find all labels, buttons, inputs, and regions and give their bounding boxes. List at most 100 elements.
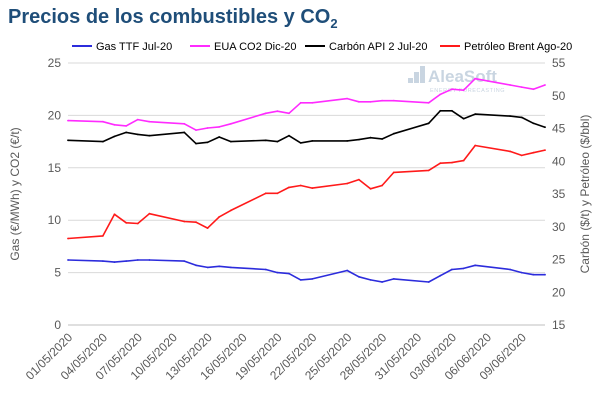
data-point <box>509 268 511 271</box>
legend: Gas TTF Jul-20 EUA CO2 Dic-20 Carbón API 2… <box>72 41 572 53</box>
legend-label: Gas TTF Jul-20 <box>96 41 172 53</box>
data-point <box>125 131 128 134</box>
data-point <box>148 259 151 261</box>
data-point <box>276 192 279 195</box>
data-point <box>544 149 546 152</box>
data-point <box>230 140 232 143</box>
data-point <box>520 271 523 274</box>
data-point <box>509 84 511 86</box>
data-point <box>439 162 442 165</box>
data-point <box>381 184 383 187</box>
data-point <box>544 273 546 276</box>
data-point <box>113 123 116 126</box>
data-point <box>288 134 290 137</box>
chart-title-subscript: 2 <box>330 16 338 31</box>
data-point <box>369 100 372 103</box>
y-left-tick-label: 15 <box>48 161 62 175</box>
data-point <box>148 134 151 137</box>
data-point <box>346 269 349 272</box>
data-point <box>183 122 186 125</box>
data-point <box>346 140 349 142</box>
data-point <box>102 260 104 262</box>
y-left-tick-label: 25 <box>48 56 62 70</box>
data-point <box>392 171 395 174</box>
data-point <box>125 125 128 127</box>
data-point <box>206 227 209 230</box>
data-point <box>520 86 523 88</box>
data-point <box>427 122 430 125</box>
data-point <box>532 273 535 276</box>
data-point <box>544 126 546 129</box>
series-line <box>67 110 546 145</box>
data-point <box>113 135 116 138</box>
series-lines <box>67 77 546 283</box>
data-point <box>136 259 139 261</box>
y-left-tick-label: 0 <box>54 318 61 332</box>
data-point <box>451 268 453 271</box>
data-point <box>532 122 535 125</box>
data-point <box>358 138 360 141</box>
data-point <box>195 129 197 132</box>
data-point <box>136 133 139 136</box>
watermark-logo: AleaSoft ENERGY FORECASTING <box>408 66 505 94</box>
data-point <box>520 116 523 119</box>
data-point <box>509 150 511 153</box>
data-point <box>369 187 372 190</box>
data-point <box>288 272 290 275</box>
data-point <box>392 99 395 102</box>
y-right-tick-label: 25 <box>552 253 566 267</box>
y-right-tick-label: 40 <box>552 154 566 168</box>
data-point <box>264 192 267 195</box>
chart-title-text: Precios de los combustibles y CO <box>8 6 331 28</box>
data-point <box>311 278 314 280</box>
data-point <box>369 136 372 139</box>
data-point <box>520 154 523 157</box>
data-point <box>381 138 383 140</box>
data-point <box>67 119 69 122</box>
y-right-tick-label: 45 <box>552 122 566 136</box>
data-point <box>462 117 465 120</box>
data-point <box>288 112 290 115</box>
data-point <box>218 126 221 128</box>
data-point <box>264 139 267 142</box>
data-point <box>427 101 430 104</box>
y-right-tick-label: 35 <box>552 187 566 201</box>
data-point <box>102 235 104 237</box>
data-point <box>532 151 535 154</box>
data-point <box>206 266 209 269</box>
data-point <box>439 274 442 277</box>
data-point <box>136 222 139 225</box>
data-point <box>148 212 151 215</box>
data-point <box>509 115 511 117</box>
data-point <box>311 101 314 104</box>
series-line <box>67 77 546 131</box>
data-point <box>532 88 535 91</box>
data-point <box>276 110 279 113</box>
data-point <box>195 221 197 224</box>
data-point <box>206 127 209 129</box>
data-point <box>67 139 69 142</box>
y-right-axis-title: Carbón ($/t) y Petróleo ($/bbl) <box>578 115 592 274</box>
y-right-tick-label: 50 <box>552 89 566 103</box>
y-left-tick-label: 20 <box>48 108 62 122</box>
data-point <box>462 89 465 92</box>
legend-label: Carbón API 2 Jul-20 <box>329 41 427 53</box>
data-point <box>195 264 197 267</box>
legend-label: EUA CO2 Dic-20 <box>214 41 297 53</box>
y-right-tick-label: 55 <box>552 56 566 70</box>
data-point <box>288 186 290 189</box>
axes: 051015202515202530354045505501/05/202004… <box>8 56 592 383</box>
data-point <box>358 178 360 181</box>
data-point <box>276 140 279 143</box>
data-point <box>311 187 314 190</box>
data-point <box>299 279 302 281</box>
y-right-tick-label: 30 <box>552 220 566 234</box>
y-left-axis-title: Gas (€/MWh) y CO2 (€/t) <box>8 127 22 260</box>
data-point <box>439 93 442 96</box>
data-point <box>392 278 395 280</box>
data-point <box>230 266 232 269</box>
logo-mark-icon <box>408 66 425 83</box>
data-point <box>183 131 186 134</box>
data-point <box>183 220 186 223</box>
